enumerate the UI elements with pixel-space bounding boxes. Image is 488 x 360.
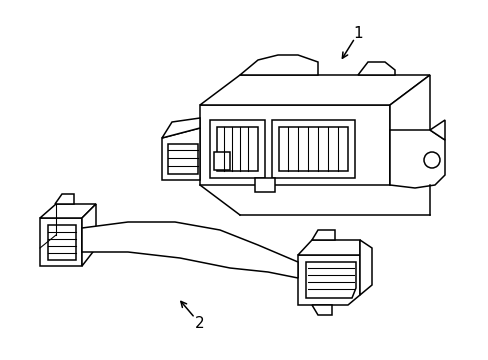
Polygon shape xyxy=(357,62,394,75)
Polygon shape xyxy=(168,144,198,174)
Polygon shape xyxy=(40,204,96,218)
Circle shape xyxy=(423,152,439,168)
Polygon shape xyxy=(279,127,347,171)
Polygon shape xyxy=(162,128,200,180)
Polygon shape xyxy=(254,178,274,192)
Polygon shape xyxy=(40,218,82,266)
Polygon shape xyxy=(311,230,334,240)
Polygon shape xyxy=(217,127,258,171)
Text: 1: 1 xyxy=(352,26,362,41)
Polygon shape xyxy=(214,152,229,170)
Polygon shape xyxy=(271,120,354,178)
Polygon shape xyxy=(200,75,429,105)
Polygon shape xyxy=(429,120,444,140)
Polygon shape xyxy=(389,130,444,188)
Polygon shape xyxy=(209,120,264,178)
Polygon shape xyxy=(359,240,371,295)
Polygon shape xyxy=(305,262,355,298)
Polygon shape xyxy=(311,305,331,315)
Polygon shape xyxy=(48,225,76,260)
Polygon shape xyxy=(82,204,96,266)
Polygon shape xyxy=(200,105,389,185)
Polygon shape xyxy=(162,118,200,138)
Polygon shape xyxy=(55,194,74,204)
Polygon shape xyxy=(240,55,317,75)
Polygon shape xyxy=(297,255,359,305)
Polygon shape xyxy=(389,75,429,185)
Polygon shape xyxy=(297,240,359,255)
Polygon shape xyxy=(82,222,297,278)
Text: 2: 2 xyxy=(195,315,204,330)
